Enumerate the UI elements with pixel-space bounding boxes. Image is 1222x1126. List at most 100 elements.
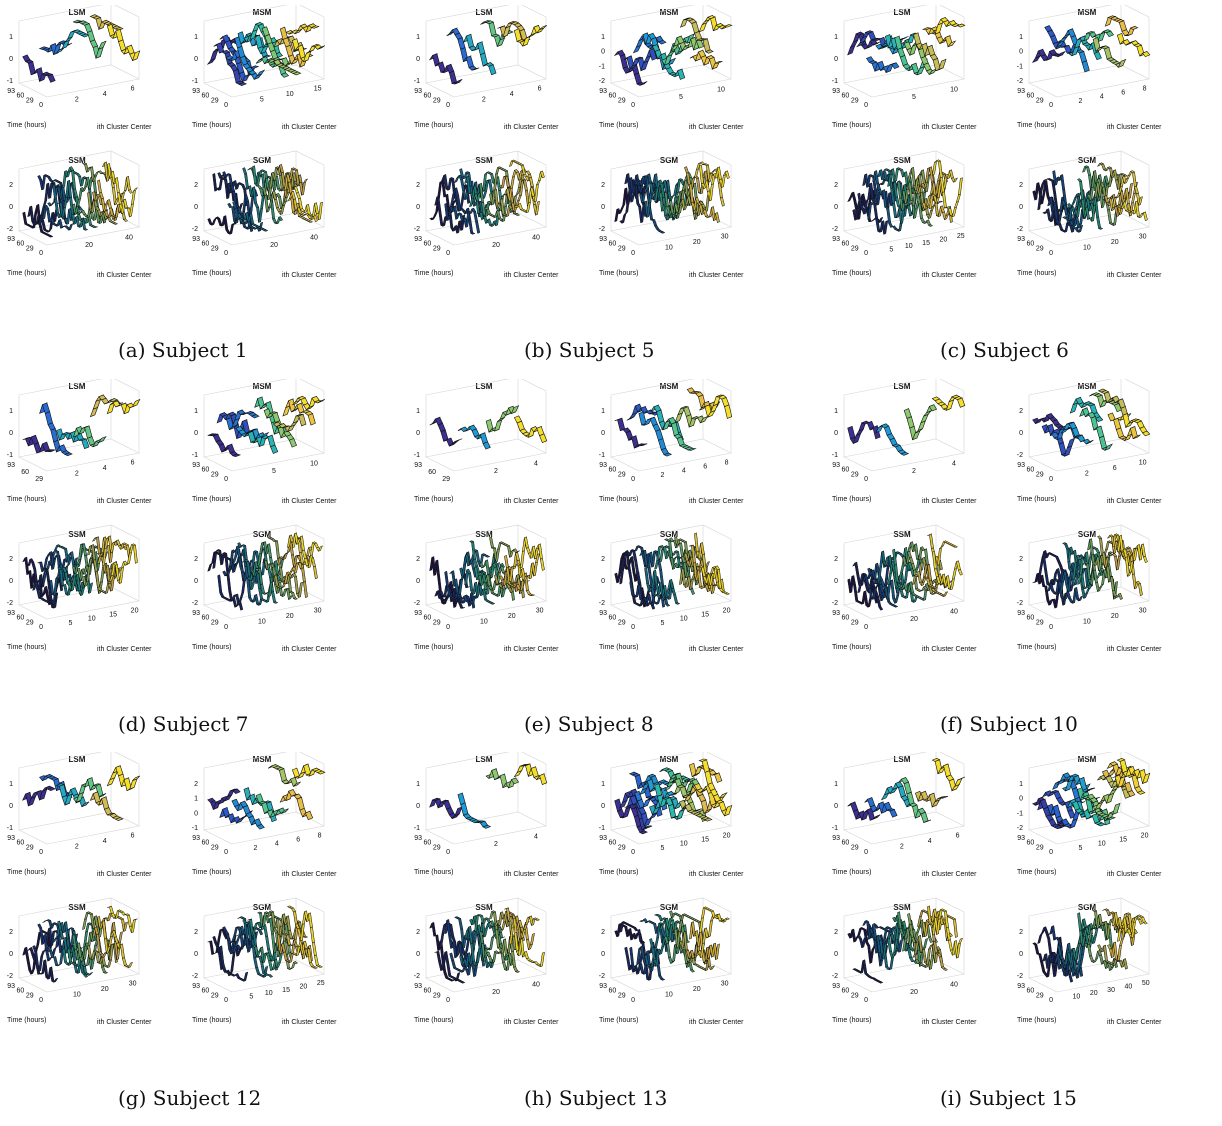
- y-axis-label: Time (hours): [1017, 644, 1056, 651]
- ribbon-segment: [534, 183, 539, 203]
- x-tick-label: 15: [109, 611, 117, 618]
- y-axis-label: Time (hours): [414, 122, 453, 129]
- ribbon-segment: [68, 223, 74, 231]
- y-tick-label: 0: [1049, 102, 1053, 109]
- ribbon-segment: [212, 935, 218, 944]
- y-tick-label: 93: [599, 88, 607, 95]
- ribbon-segment: [656, 409, 665, 424]
- ribbon-segment: [239, 565, 245, 573]
- ribbon-segment: [1085, 439, 1094, 445]
- ribbon-segment: [892, 202, 898, 219]
- y-tick-label: 29: [211, 471, 219, 478]
- ribbon-segment: [267, 434, 276, 448]
- ribbon-segment: [48, 235, 54, 238]
- z-tick-label: 0: [9, 951, 13, 958]
- ribbon-segment: [475, 221, 481, 234]
- y-axis-label: Time (hours): [832, 270, 871, 277]
- y-tick-label: 0: [39, 997, 43, 1004]
- z-tick-label: 1: [416, 408, 420, 415]
- ribbon-segment: [665, 603, 671, 607]
- x-tick-label: 20: [940, 236, 948, 243]
- subplot-title: LSM: [894, 382, 911, 391]
- z-tick-label: -2: [1017, 600, 1023, 607]
- subplot-title: SSM: [475, 156, 493, 165]
- y-tick-label: 93: [832, 462, 840, 469]
- ribbon-segment: [929, 533, 934, 550]
- axes-top-edge: [425, 524, 547, 544]
- x-tick-label: 6: [131, 833, 135, 840]
- y-tick-label: 60: [842, 615, 850, 622]
- ribbon-segment: [853, 585, 859, 602]
- ribbon-segment: [928, 404, 938, 412]
- x-tick-label: 10: [665, 245, 673, 252]
- axes-top-edge: [610, 524, 732, 544]
- ribbon-segment: [122, 218, 129, 222]
- z-tick-label: 1: [601, 34, 605, 41]
- x-axis-label: ith Cluster Center: [282, 272, 337, 279]
- ribbon-segment: [115, 177, 120, 194]
- y-tick-label: 60: [1027, 241, 1035, 248]
- ribbon-segment: [47, 73, 56, 83]
- ribbon-segment: [473, 211, 479, 224]
- y-tick-label: 29: [26, 97, 34, 104]
- z-tick-label: 1: [601, 408, 605, 415]
- z-tick-label: -2: [7, 973, 13, 980]
- ribbon-segment: [955, 193, 961, 203]
- ribbon-segment: [677, 68, 686, 80]
- ribbon-segment: [131, 398, 141, 408]
- y-tick-label: 60: [21, 469, 29, 476]
- y-tick-label: 0: [224, 624, 228, 631]
- ribbon-segment: [913, 32, 922, 46]
- ribbon-segment: [617, 417, 626, 432]
- ribbon-segment: [702, 38, 711, 53]
- ribbon-segment: [487, 218, 493, 226]
- subplot-title: SGM: [1078, 530, 1097, 539]
- x-tick-label: 6: [538, 86, 542, 93]
- ribbon-segment: [1142, 430, 1151, 437]
- y-tick-label: 29: [35, 476, 43, 483]
- x-tick-label: 20: [1111, 239, 1119, 246]
- x-tick-label: 40: [310, 234, 318, 241]
- axes-top-edge: [843, 150, 965, 170]
- y-tick-label: 60: [202, 93, 210, 100]
- x-tick-label: 5: [889, 247, 893, 254]
- z-tick-label: 0: [834, 204, 838, 211]
- subplot-title: MSM: [253, 755, 272, 764]
- ribbon-segment: [292, 597, 299, 600]
- z-tick-label: 0: [9, 578, 13, 585]
- ribbon-segment: [667, 57, 677, 66]
- x-tick-label: 10: [1139, 460, 1147, 467]
- axes-top-edge: [1028, 524, 1150, 544]
- x-axis-label: ith Cluster Center: [1107, 498, 1162, 505]
- ribbon-segment: [1056, 50, 1067, 58]
- ribbon-segment: [232, 453, 242, 458]
- y-tick-label: 0: [1049, 476, 1053, 483]
- ribbon-segment: [58, 784, 67, 798]
- subplot-title: SGM: [253, 156, 272, 165]
- y-axis-label: Time (hours): [1017, 496, 1056, 503]
- y-tick-label: 60: [609, 241, 617, 248]
- ribbon-segment: [654, 559, 660, 570]
- ribbon-segment: [724, 592, 731, 595]
- ribbon-segment: [438, 209, 444, 226]
- subplot-title: SGM: [660, 530, 679, 539]
- y-tick-label: 0: [631, 624, 635, 631]
- ribbon-segment: [518, 203, 523, 211]
- ribbon-segment: [123, 921, 128, 932]
- ribbon-segment: [878, 216, 884, 224]
- subplot-title: MSM: [660, 382, 679, 391]
- x-axis-label: ith Cluster Center: [97, 498, 152, 505]
- subplot-title: SGM: [660, 156, 679, 165]
- axes-top-edge: [843, 379, 965, 396]
- y-tick-label: 0: [224, 250, 228, 257]
- y-axis-label: Time (hours): [599, 270, 638, 277]
- ribbon-segment: [31, 561, 37, 571]
- y-tick-label: 29: [211, 245, 219, 252]
- ribbon-segment: [691, 21, 700, 34]
- subplot-title: LSM: [476, 8, 493, 17]
- ribbon-segment: [938, 58, 947, 71]
